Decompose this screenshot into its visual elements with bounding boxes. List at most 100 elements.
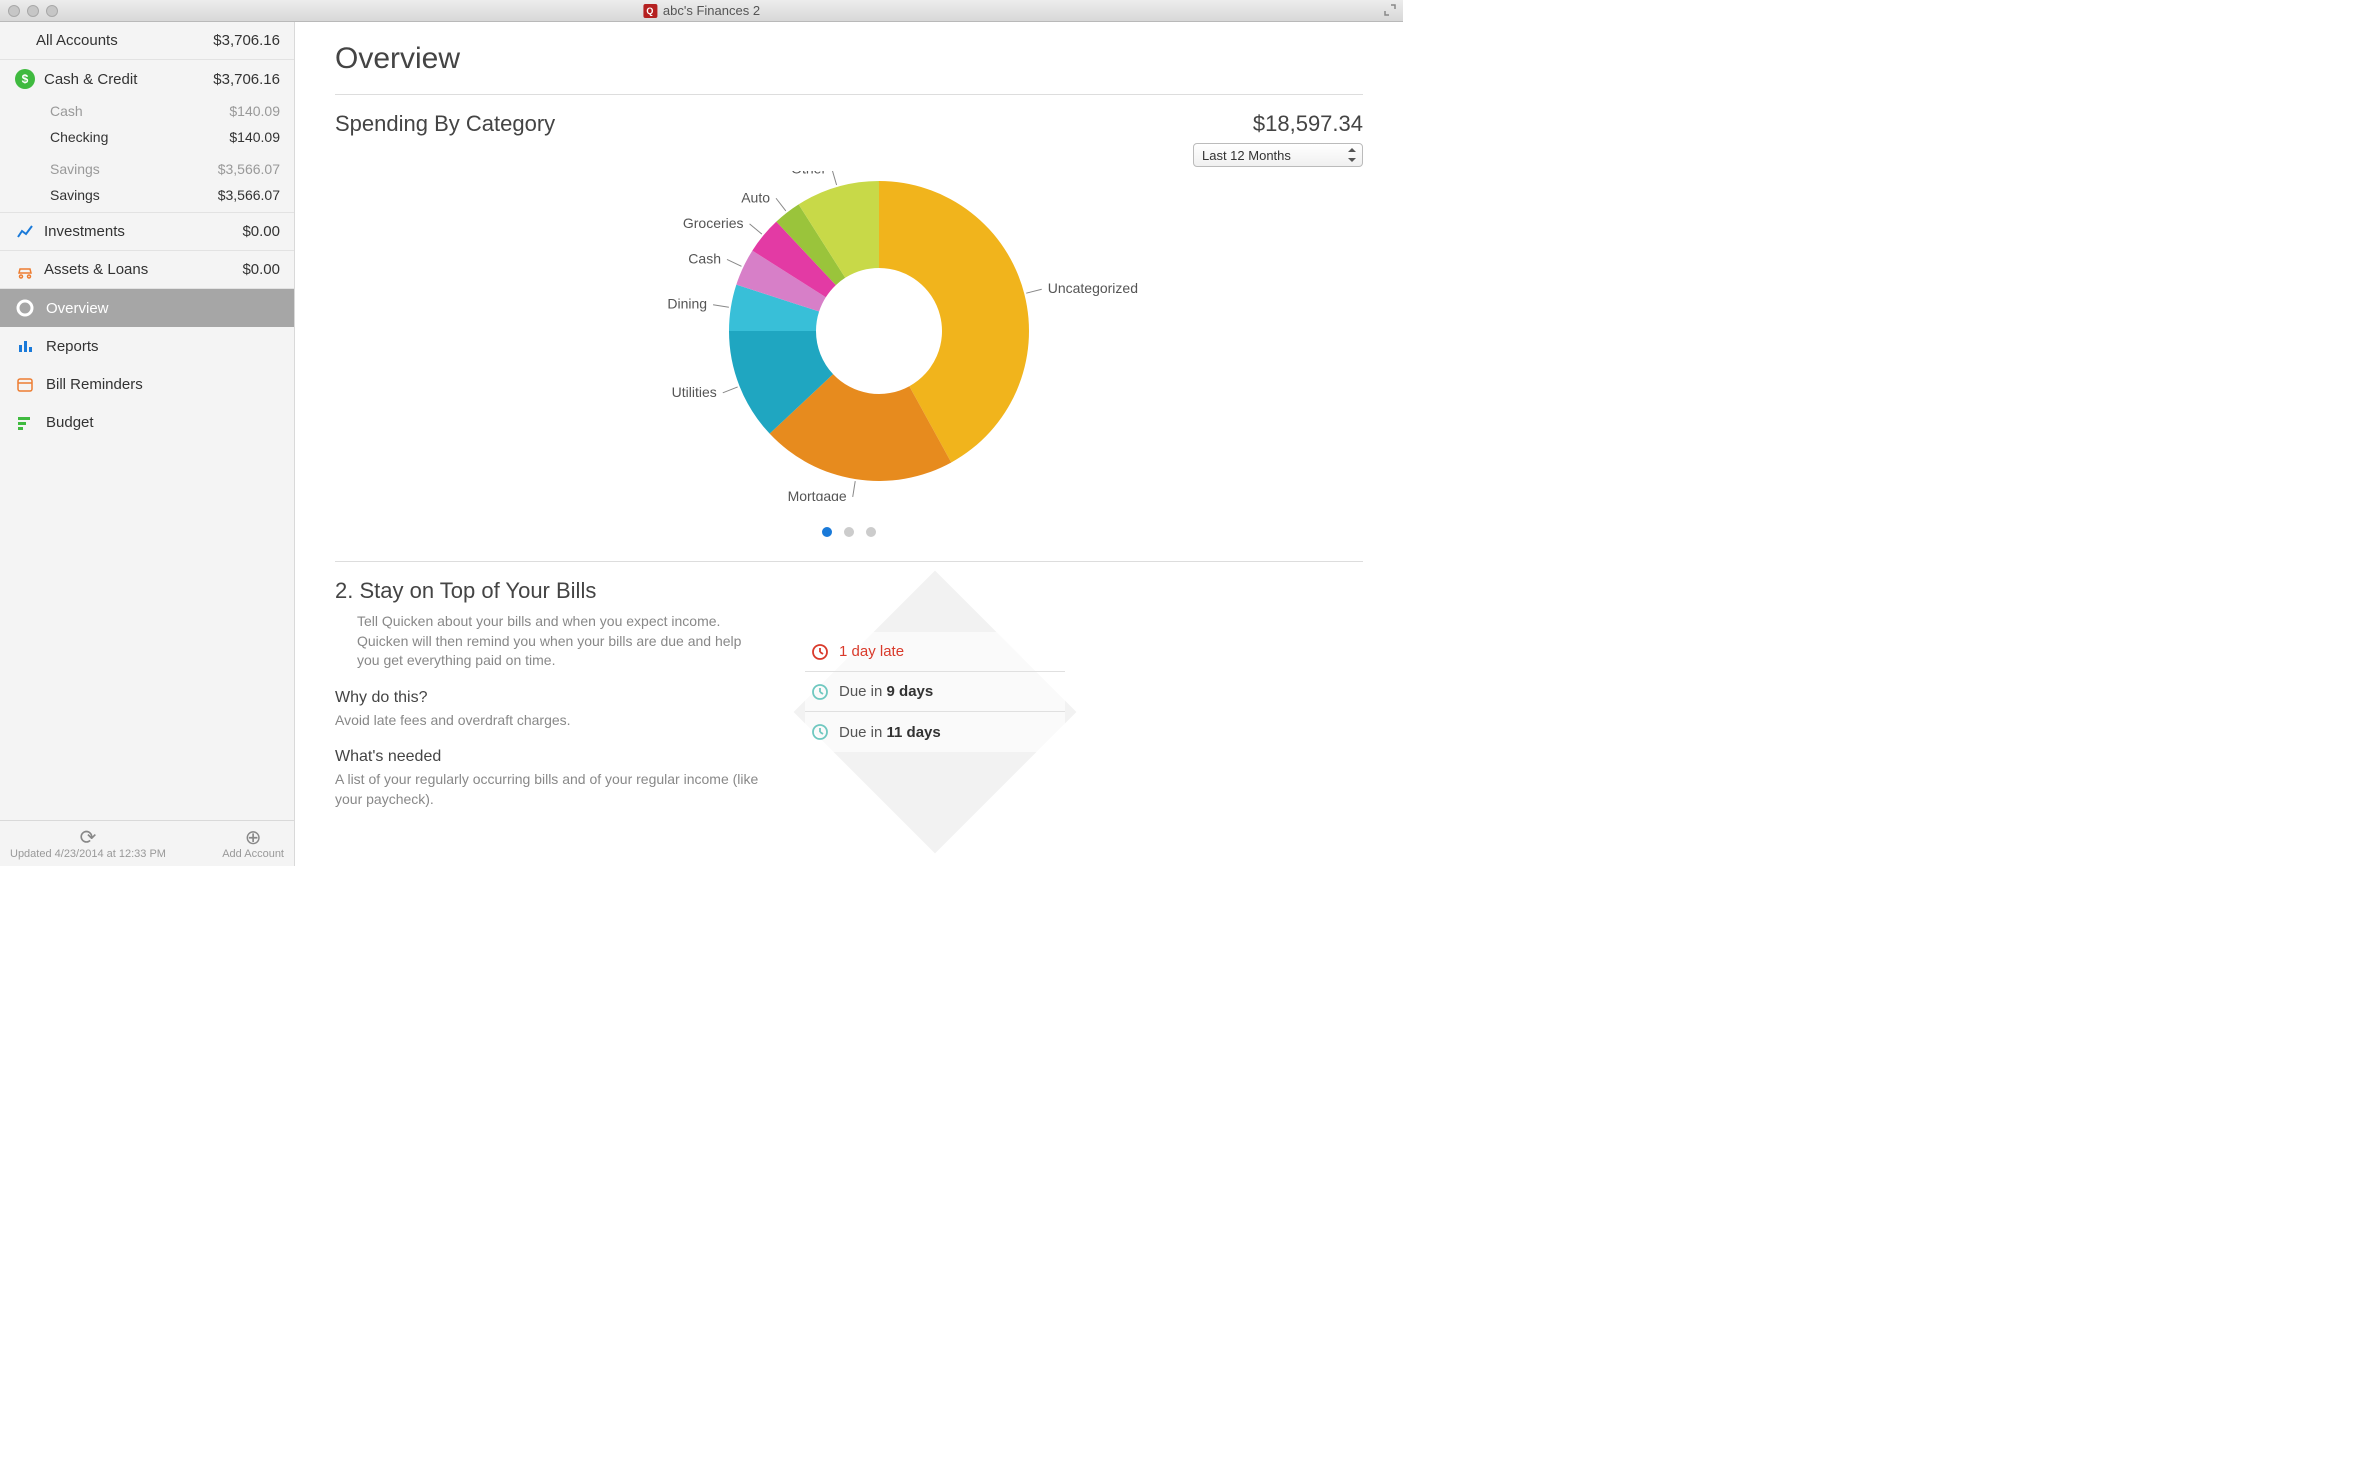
add-account-label: Add Account — [222, 848, 284, 860]
account-category-amount: $3,566.07 — [218, 161, 280, 177]
bill-status-text: Due in 11 days — [839, 724, 941, 741]
overview-icon — [14, 299, 36, 317]
why-text: Avoid late fees and overdraft charges. — [335, 711, 765, 731]
sidebar-cash-credit[interactable]: $ Cash & Credit $3,706.16 — [0, 60, 294, 98]
account-row[interactable]: Checking$140.09 — [0, 124, 294, 150]
sidebar-nav-budget[interactable]: Budget — [0, 403, 294, 441]
donut-chart-svg: Uncategorized Mortgage Utilities Dining Cash… — [499, 171, 1199, 501]
account-amount: $140.09 — [229, 129, 280, 145]
divider — [335, 561, 1363, 562]
pager-dot[interactable] — [822, 527, 832, 537]
updated-label: Updated 4/23/2014 at 12:33 PM — [10, 848, 166, 860]
sidebar-assets-loans[interactable]: Assets & Loans $0.00 — [0, 251, 294, 289]
sidebar-all-accounts[interactable]: All Accounts $3,706.16 — [0, 22, 294, 60]
traffic-lights — [0, 5, 58, 17]
bills-text: Tell Quicken about your bills and when y… — [335, 612, 765, 828]
chart-icon — [14, 223, 36, 241]
bill-status-text: Due in 9 days — [839, 683, 933, 700]
whats-heading: What's needed — [335, 748, 765, 766]
dollar-icon: $ — [14, 69, 36, 89]
cash-credit-label: Cash & Credit — [36, 71, 213, 88]
body: All Accounts $3,706.16 $ Cash & Credit $… — [0, 22, 1403, 866]
car-icon — [14, 261, 36, 279]
plus-icon: ⊕ — [245, 828, 262, 848]
close-window-button[interactable] — [8, 5, 20, 17]
chart-pager — [335, 527, 1363, 537]
pager-dot[interactable] — [844, 527, 854, 537]
donut-slice-label: Dining — [667, 296, 707, 312]
clock-icon — [811, 683, 829, 701]
donut-slice-label: Utilities — [672, 384, 717, 400]
fullscreen-icon[interactable] — [1383, 3, 1397, 20]
window-title-text: abc's Finances 2 — [663, 3, 760, 18]
app-badge-icon: Q — [643, 4, 657, 18]
account-label: Checking — [50, 129, 229, 145]
sidebar-cash-credit-section: $ Cash & Credit $3,706.16 Cash$140.09Che… — [0, 60, 294, 213]
period-select-value: Last 12 Months — [1202, 148, 1291, 163]
reports-icon — [14, 337, 36, 355]
donut-slice-label: Mortgage — [788, 488, 847, 501]
all-accounts-amount: $3,706.16 — [213, 32, 280, 49]
bill-reminders-icon — [14, 375, 36, 393]
donut-slice-label: Cash — [688, 250, 721, 266]
spending-title: Spending By Category — [335, 111, 1253, 137]
period-select[interactable]: Last 12 Months — [1193, 143, 1363, 167]
bill-reminder-preview: 1 day late Due in 9 days Due in 11 days — [805, 612, 1065, 828]
spending-header: Spending By Category $18,597.34 — [335, 111, 1363, 137]
bill-reminder-item[interactable]: 1 day late — [805, 632, 1065, 672]
sidebar-nav-label: Bill Reminders — [46, 376, 143, 393]
sidebar: All Accounts $3,706.16 $ Cash & Credit $… — [0, 22, 295, 866]
spending-total: $18,597.34 — [1253, 111, 1363, 137]
refresh-button[interactable]: ⟳ Updated 4/23/2014 at 12:33 PM — [10, 828, 166, 860]
bill-reminder-item[interactable]: Due in 11 days — [805, 712, 1065, 752]
divider — [335, 94, 1363, 95]
assets-loans-amount: $0.00 — [242, 261, 280, 278]
donut-slice-label: Auto — [741, 189, 770, 205]
donut-slice-label: Groceries — [683, 215, 744, 231]
all-accounts-label: All Accounts — [36, 32, 213, 49]
sidebar-nav-bill-reminders[interactable]: Bill Reminders — [0, 365, 294, 403]
account-category-label: Savings — [50, 161, 218, 177]
clock-icon — [811, 643, 829, 661]
sidebar-nav-label: Overview — [46, 300, 109, 317]
account-category-label: Cash — [50, 103, 229, 119]
titlebar: Q abc's Finances 2 — [0, 0, 1403, 22]
sidebar-nav-overview[interactable]: Overview — [0, 289, 294, 327]
bill-reminder-item[interactable]: Due in 9 days — [805, 672, 1065, 712]
add-account-button[interactable]: ⊕ Add Account — [222, 828, 284, 860]
why-heading: Why do this? — [335, 689, 765, 707]
sidebar-scroll: All Accounts $3,706.16 $ Cash & Credit $… — [0, 22, 294, 820]
app-window: Q abc's Finances 2 All Accounts $3,706.1… — [0, 0, 1403, 866]
bill-status-text: 1 day late — [839, 643, 904, 660]
minimize-window-button[interactable] — [27, 5, 39, 17]
budget-icon — [14, 413, 36, 431]
sidebar-nav-reports[interactable]: Reports — [0, 327, 294, 365]
bills-section: 2. Stay on Top of Your Bills Tell Quicke… — [335, 578, 1363, 828]
page-title: Overview — [335, 42, 1363, 76]
donut-slice-label: Other — [791, 171, 826, 177]
account-category-row: Cash$140.09 — [0, 98, 294, 124]
investments-amount: $0.00 — [242, 223, 280, 240]
account-row[interactable]: Savings$3,566.07 — [0, 182, 294, 208]
sidebar-nav-label: Budget — [46, 414, 94, 431]
account-category-row: Savings$3,566.07 — [0, 156, 294, 182]
spending-chart: Uncategorized Mortgage Utilities Dining Cash… — [335, 171, 1363, 511]
main-content: Overview Spending By Category $18,597.34… — [295, 22, 1403, 866]
account-category-amount: $140.09 — [229, 103, 280, 119]
assets-loans-label: Assets & Loans — [36, 261, 242, 278]
zoom-window-button[interactable] — [46, 5, 58, 17]
sidebar-investments[interactable]: Investments $0.00 — [0, 213, 294, 251]
account-amount: $3,566.07 — [218, 187, 280, 203]
donut-slice-label: Uncategorized — [1048, 280, 1138, 296]
period-row: Last 12 Months — [335, 143, 1363, 167]
sidebar-footer: ⟳ Updated 4/23/2014 at 12:33 PM ⊕ Add Ac… — [0, 820, 294, 866]
clock-icon — [811, 723, 829, 741]
pager-dot[interactable] — [866, 527, 876, 537]
bills-intro: Tell Quicken about your bills and when y… — [335, 612, 765, 671]
titlebar-title: Q abc's Finances 2 — [643, 3, 760, 18]
investments-label: Investments — [36, 223, 242, 240]
sidebar-nav-label: Reports — [46, 338, 99, 355]
refresh-icon: ⟳ — [80, 828, 97, 848]
cash-credit-amount: $3,706.16 — [213, 71, 280, 88]
whats-text: A list of your regularly occurring bills… — [335, 770, 765, 809]
